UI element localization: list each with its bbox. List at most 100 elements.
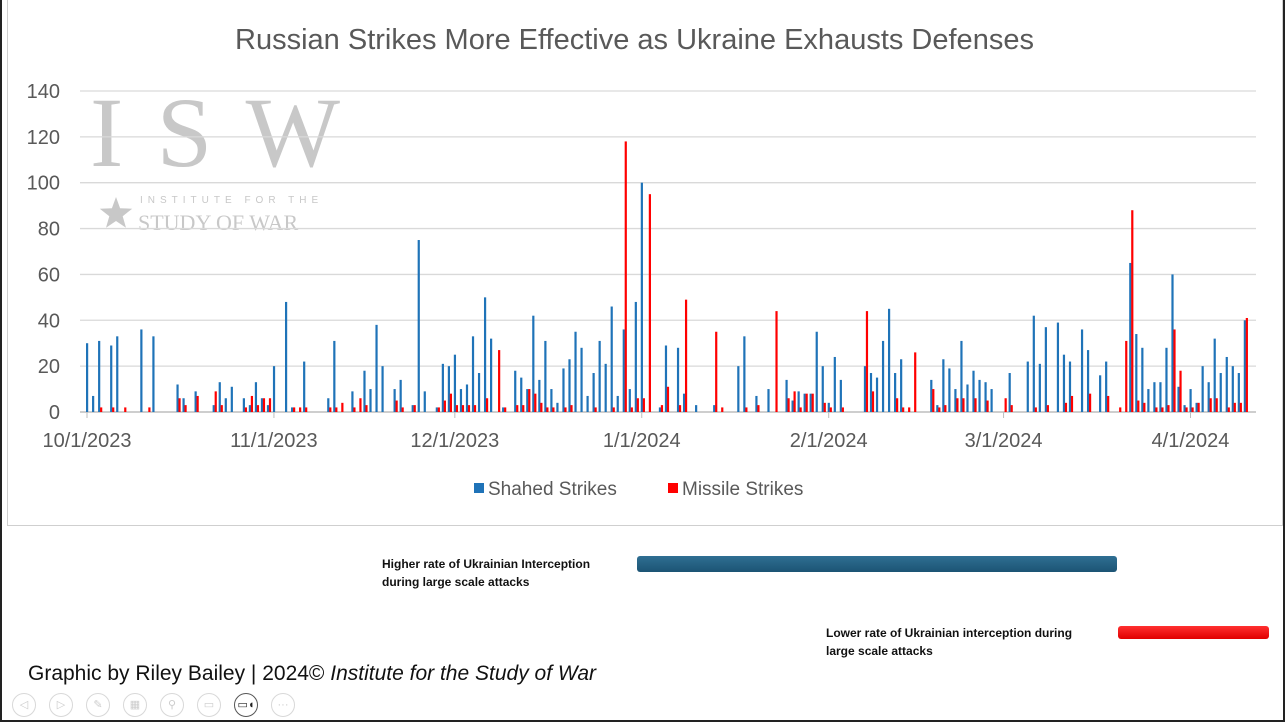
shahed-bar	[411, 405, 414, 412]
shahed-bar	[538, 379, 541, 412]
shahed-bar	[110, 345, 113, 412]
shahed-bar	[224, 398, 227, 412]
chart-title: Russian Strikes More Effective as Ukrain…	[235, 24, 1034, 56]
missile-bar	[1088, 393, 1092, 412]
shahed-bar	[351, 391, 354, 412]
shahed-bar	[230, 386, 233, 412]
shahed-bar	[785, 379, 788, 412]
shahed-bar	[622, 329, 625, 412]
missile-bar	[914, 352, 917, 412]
shahed-bar	[580, 347, 583, 412]
shahed-bar	[755, 395, 758, 412]
missile-bar	[932, 389, 935, 412]
shahed-bar	[1159, 382, 1162, 412]
shahed-bar	[598, 340, 601, 412]
shahed-bar	[1201, 366, 1204, 412]
shahed-bar	[477, 373, 481, 412]
missile-bar	[564, 407, 567, 412]
camera-icon[interactable]: ▭◖	[234, 693, 258, 717]
missile-bar	[793, 391, 796, 412]
missile-bar	[865, 311, 869, 412]
shahed-bar	[1147, 389, 1150, 412]
missile-bar	[1070, 395, 1074, 412]
shahed-bar	[1056, 322, 1060, 412]
x-tick-label: 1/1/2024	[603, 430, 681, 452]
missile-bar	[449, 393, 452, 412]
missile-bar	[178, 398, 181, 412]
missile-bar	[944, 405, 947, 412]
shahed-bar	[266, 405, 270, 412]
subtitles-icon[interactable]: ▭	[197, 693, 221, 717]
watermark-line2: STUDY OF WAR	[138, 210, 298, 235]
shahed-bar	[435, 407, 438, 412]
shahed-bar	[423, 391, 426, 412]
missile-bar	[962, 398, 965, 412]
shahed-bar	[272, 366, 276, 412]
missile-bar	[1179, 370, 1182, 412]
missile-bar	[552, 407, 555, 412]
shahed-bar	[809, 393, 812, 412]
missile-bar	[956, 398, 959, 412]
pen-icon[interactable]: ✎	[86, 693, 110, 717]
missile-bar	[986, 400, 989, 412]
missile-bar	[1155, 407, 1158, 412]
shahed-bar	[327, 398, 330, 412]
shahed-bar	[1213, 338, 1216, 412]
missile-bar	[636, 398, 639, 412]
annotation-high-line2: during large scale attacks	[382, 575, 530, 589]
shahed-bar	[616, 395, 619, 412]
shahed-bar	[459, 389, 463, 412]
shahed-bar	[1044, 327, 1047, 412]
legend-swatch	[668, 483, 678, 493]
shahed-bar	[369, 389, 372, 412]
presentation-toolbar: ◁ ▷ ✎ ▦ ⚲ ▭ ▭◖ ···	[12, 693, 295, 717]
shahed-bar	[658, 407, 662, 412]
missile-bar	[305, 407, 308, 412]
annotation-low: Lower rate of Ukrainian interception dur…	[826, 624, 1072, 660]
shahed-bar	[212, 405, 215, 412]
shahed-bar	[441, 363, 444, 412]
y-tick-label: 20	[38, 356, 60, 378]
previous-slide-icon[interactable]: ◁	[12, 693, 36, 717]
legend-label: Shahed Strikes	[488, 479, 617, 500]
legend-swatch	[474, 483, 484, 493]
shahed-bar	[1189, 389, 1192, 412]
shahed-bar	[574, 331, 577, 412]
shahed-bar	[640, 182, 643, 412]
isw-logo-watermark: ISW INSTITUTE FOR THE STUDY OF WAR	[90, 77, 341, 235]
watermark-line1: INSTITUTE FOR THE	[140, 195, 323, 206]
missile-bar	[684, 299, 688, 412]
shahed-bar	[628, 389, 631, 412]
y-tick-label: 0	[49, 402, 60, 424]
shahed-bar	[984, 382, 987, 412]
missile-bar	[1209, 398, 1212, 412]
missile-bar	[1245, 317, 1248, 412]
slides-icon[interactable]: ▦	[123, 693, 147, 717]
shahed-bar	[875, 377, 879, 412]
shahed-bar	[972, 370, 975, 412]
shahed-bar	[333, 340, 336, 412]
annotation-high-line1: Higher rate of Ukrainian Interception	[382, 557, 591, 571]
missile-bar	[256, 405, 260, 412]
missile-bar	[974, 398, 977, 412]
shahed-bar	[1207, 382, 1210, 412]
shahed-bar	[218, 382, 221, 412]
missile-bar	[1137, 400, 1140, 412]
missile-bar	[413, 405, 416, 412]
next-slide-icon[interactable]: ▷	[49, 693, 73, 717]
shahed-bar	[1153, 382, 1156, 412]
shahed-bar	[393, 389, 396, 412]
shahed-bar	[1062, 354, 1066, 412]
shahed-bar	[520, 377, 523, 412]
missile-bar	[461, 405, 465, 412]
missile-bar	[829, 407, 832, 412]
credit-org: Institute for the Study of War	[330, 662, 596, 685]
missile-bar	[721, 407, 724, 412]
more-icon[interactable]: ···	[271, 693, 295, 717]
shahed-bar	[586, 395, 589, 412]
zoom-icon[interactable]: ⚲	[160, 693, 184, 717]
missile-bar	[467, 405, 471, 412]
annotation-low-line2: large scale attacks	[826, 644, 933, 658]
missile-bar	[715, 331, 718, 412]
